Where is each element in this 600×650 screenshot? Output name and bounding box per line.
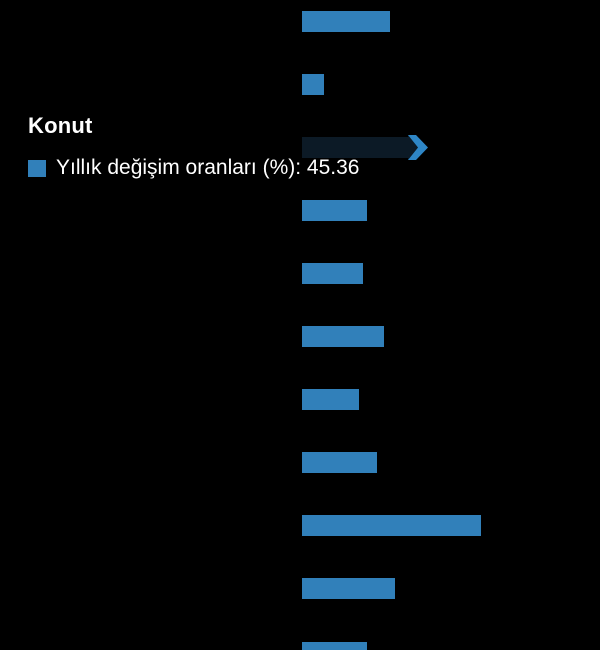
bar[interactable]: [302, 641, 367, 650]
tooltip-category: Konut: [28, 113, 93, 138]
bar[interactable]: [302, 10, 391, 32]
tooltip-series-text: Yıllık değişim oranları (%): 45.36: [56, 156, 359, 180]
bar[interactable]: [302, 515, 481, 537]
bar[interactable]: [302, 73, 324, 95]
bar[interactable]: [302, 199, 367, 221]
tooltip-separator: :: [295, 156, 307, 179]
bar[interactable]: [302, 452, 377, 474]
active-bar-arrow-icon: [408, 134, 428, 160]
bar-active[interactable]: [302, 136, 409, 158]
tooltip-series-label: Yıllık değişim oranları (%): [56, 156, 296, 179]
series-swatch: [28, 159, 46, 177]
bar[interactable]: [302, 262, 364, 284]
bar[interactable]: [302, 578, 396, 600]
bar[interactable]: [302, 326, 384, 347]
tooltip-value: 45.36: [306, 156, 360, 179]
bar[interactable]: [302, 389, 359, 411]
tooltip-series-row: Yıllık değişim oranları (%): 45.36: [28, 156, 359, 180]
